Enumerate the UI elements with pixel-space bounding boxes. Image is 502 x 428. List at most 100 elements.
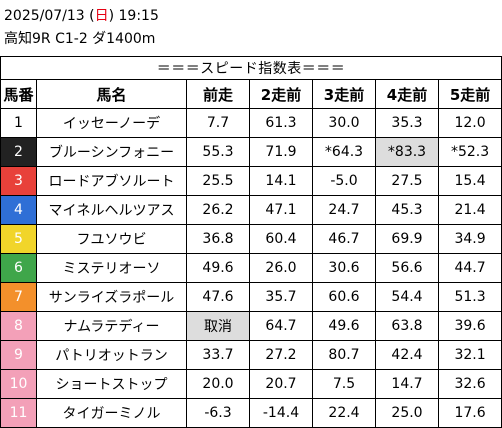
horse-number-cell: 6: [0, 253, 37, 283]
speed-index-card: 2025/07/13 (日) 19:15 高知9R C1-2 ダ1400m ＝＝…: [0, 6, 502, 428]
horse-number-cell: 10: [0, 369, 37, 399]
horse-name-cell: パトリオットラン: [36, 340, 187, 370]
column-header-row: 馬番 馬名 前走 2走前 3走前 4走前 5走前: [0, 79, 502, 109]
horse-number-cell: 9: [0, 340, 37, 370]
speed-index-cell: 14.1: [249, 166, 313, 196]
speed-index-cell: 39.6: [437, 311, 502, 341]
speed-index-cell: 42.4: [375, 340, 439, 370]
speed-index-cell: 51.3: [437, 282, 502, 312]
horse-number-cell: 8: [0, 311, 37, 341]
table-row: 10 ショートストップ 20.0 20.7 7.5 14.7 32.6: [0, 369, 502, 399]
speed-index-cell: 35.7: [249, 282, 313, 312]
speed-index-cell: 63.8: [375, 311, 439, 341]
day-of-week: 日: [94, 8, 109, 24]
speed-index-cell: 45.3: [375, 195, 439, 225]
table-row: 7 サンライズラポール 47.6 35.7 60.6 54.4 51.3: [0, 282, 502, 312]
col-header-2-races-ago: 2走前: [249, 79, 313, 109]
col-header-5-races-ago: 5走前: [437, 79, 502, 109]
horse-name-cell: タイガーミノル: [36, 398, 187, 428]
speed-index-cell: -5.0: [312, 166, 376, 196]
speed-index-cell: 47.6: [186, 282, 250, 312]
speed-index-cell: 17.6: [437, 398, 502, 428]
table-row: 1 イッセーノーデ 7.7 61.3 30.0 35.3 12.0: [0, 108, 502, 138]
race-datetime: 2025/07/13 (日) 19:15: [4, 6, 159, 26]
table-row: 6 ミステリオーソ 49.6 26.0 30.6 56.6 44.7: [0, 253, 502, 283]
horse-name-cell: ショートストップ: [36, 369, 187, 399]
horse-name-cell: イッセーノーデ: [36, 108, 187, 138]
speed-index-cell: 15.4: [437, 166, 502, 196]
table-banner-row: ＝＝＝スピード指数表＝＝＝: [0, 56, 502, 80]
col-header-4-races-ago: 4走前: [375, 79, 439, 109]
speed-index-table: ＝＝＝スピード指数表＝＝＝ 馬番 馬名 前走 2走前 3走前 4走前 5走前 1…: [0, 56, 502, 428]
speed-index-cell: 21.4: [437, 195, 502, 225]
table-row: 11 タイガーミノル -6.3 -14.4 22.4 25.0 17.6: [0, 398, 502, 428]
speed-index-cell: 26.2: [186, 195, 250, 225]
speed-index-cell: 32.6: [437, 369, 502, 399]
speed-index-cell: 46.7: [312, 224, 376, 254]
speed-index-cell: 34.9: [437, 224, 502, 254]
speed-index-cell: 55.3: [186, 137, 250, 167]
speed-index-cell: 12.0: [437, 108, 502, 138]
date-prefix: 2025/07/13 (: [4, 8, 95, 24]
speed-index-cell: 49.6: [186, 253, 250, 283]
speed-index-cell: 22.4: [312, 398, 376, 428]
horse-name-cell: ナムラテディー: [36, 311, 187, 341]
speed-index-cell: -6.3: [186, 398, 250, 428]
speed-index-cell: 69.9: [375, 224, 439, 254]
horse-name-cell: ロードアブソルート: [36, 166, 187, 196]
horse-name-cell: フユソウビ: [36, 224, 187, 254]
speed-index-cell: 26.0: [249, 253, 313, 283]
speed-index-cell: 35.3: [375, 108, 439, 138]
speed-index-cell: 60.6: [312, 282, 376, 312]
time-text: ) 19:15: [108, 8, 159, 24]
speed-index-cell: 36.8: [186, 224, 250, 254]
table-body: 1 イッセーノーデ 7.7 61.3 30.0 35.3 12.0 2 ブルーシンフォニー 55.…: [0, 108, 502, 428]
table-row: 5 フユソウビ 36.8 60.4 46.7 69.9 34.9: [0, 224, 502, 254]
table-banner: ＝＝＝スピード指数表＝＝＝: [0, 56, 502, 80]
speed-index-cell: 30.6: [312, 253, 376, 283]
table-row: 8 ナムラテディー 取消 64.7 49.6 63.8 39.6: [0, 311, 502, 341]
speed-index-cell: 27.5: [375, 166, 439, 196]
table-row: 9 パトリオットラン 33.7 27.2 80.7 42.4 32.1: [0, 340, 502, 370]
speed-index-cell: 14.7: [375, 369, 439, 399]
speed-index-cell: *83.3: [375, 137, 439, 167]
horse-number-cell: 3: [0, 166, 37, 196]
col-header-number: 馬番: [0, 79, 37, 109]
table-row: 3 ロードアブソルート 25.5 14.1 -5.0 27.5 15.4: [0, 166, 502, 196]
speed-index-cell: 7.5: [312, 369, 376, 399]
speed-index-cell: 32.1: [437, 340, 502, 370]
speed-index-cell: 33.7: [186, 340, 250, 370]
horse-name-cell: ブルーシンフォニー: [36, 137, 187, 167]
horse-number-cell: 7: [0, 282, 37, 312]
horse-number-cell: 11: [0, 398, 37, 428]
speed-index-cell: 7.7: [186, 108, 250, 138]
speed-index-cell: *64.3: [312, 137, 376, 167]
table-row: 2 ブルーシンフォニー 55.3 71.9 *64.3 *83.3 *52.3: [0, 137, 502, 167]
col-header-3-races-ago: 3走前: [312, 79, 376, 109]
speed-index-cell: 24.7: [312, 195, 376, 225]
speed-index-cell: 61.3: [249, 108, 313, 138]
horse-number-cell: 5: [0, 224, 37, 254]
horse-number-cell: 4: [0, 195, 37, 225]
horse-number-cell: 2: [0, 137, 37, 167]
speed-index-cell: 20.0: [186, 369, 250, 399]
speed-index-cell: 25.0: [375, 398, 439, 428]
speed-index-cell: 49.6: [312, 311, 376, 341]
speed-index-cell: 47.1: [249, 195, 313, 225]
speed-index-cell: 27.2: [249, 340, 313, 370]
race-info: 高知9R C1-2 ダ1400m: [4, 31, 156, 47]
speed-index-cell: 60.4: [249, 224, 313, 254]
speed-index-cell: -14.4: [249, 398, 313, 428]
speed-index-cell: 71.9: [249, 137, 313, 167]
speed-index-cell: 56.6: [375, 253, 439, 283]
speed-index-cell: 25.5: [186, 166, 250, 196]
horse-name-cell: サンライズラポール: [36, 282, 187, 312]
horse-name-cell: ミステリオーソ: [36, 253, 187, 283]
speed-index-cell: 44.7: [437, 253, 502, 283]
speed-index-cell: 80.7: [312, 340, 376, 370]
speed-index-cell: 30.0: [312, 108, 376, 138]
col-header-horse-name: 馬名: [36, 79, 187, 109]
horse-number-cell: 1: [0, 108, 37, 138]
table-row: 4 マイネルヘルツアス 26.2 47.1 24.7 45.3 21.4: [0, 195, 502, 225]
horse-name-cell: マイネルヘルツアス: [36, 195, 187, 225]
